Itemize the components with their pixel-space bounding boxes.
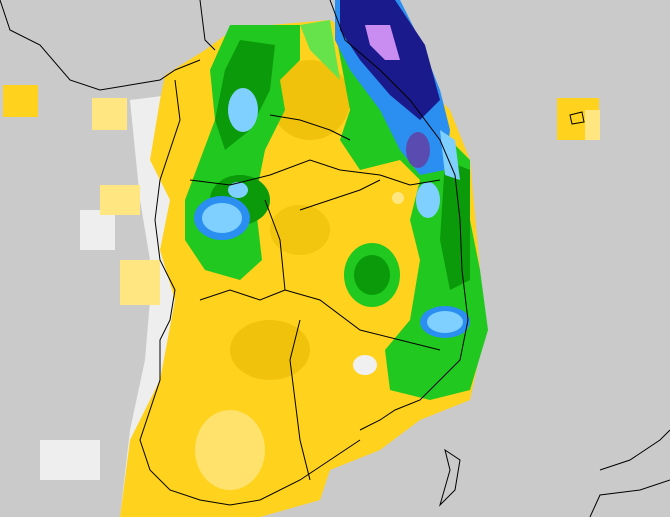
blue-precip-field xyxy=(194,0,470,338)
